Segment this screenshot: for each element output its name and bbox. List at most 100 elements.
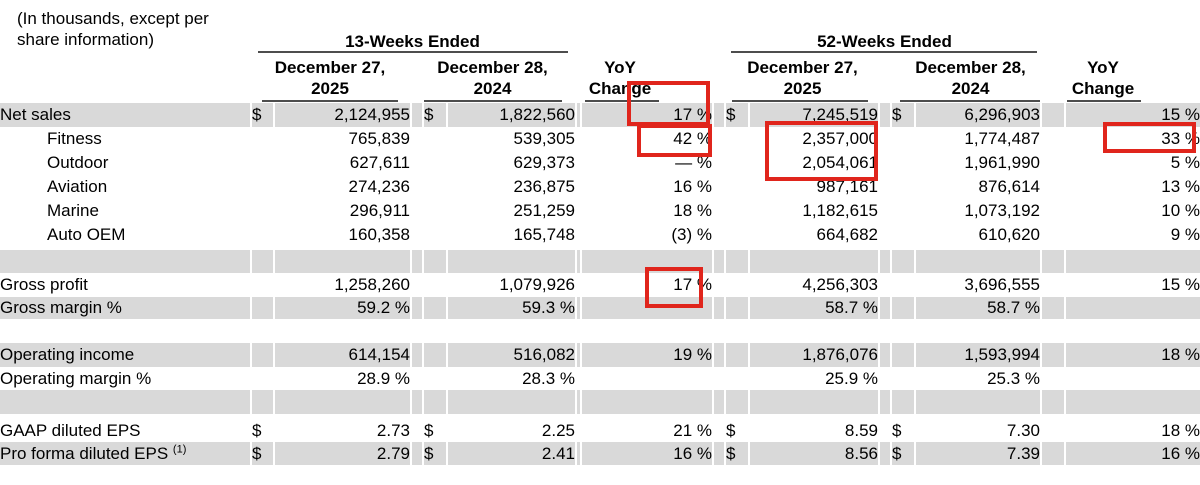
- net-sales-gap-cell: [410, 103, 422, 127]
- row-blank-gray-2: [0, 390, 1200, 414]
- fitness-dollar-sign-52wk-2025: [724, 127, 748, 151]
- pro-forma-diluted-eps-dollar-sign-13wk-2025: $: [250, 442, 273, 465]
- outdoor-dollar-sign-13wk-2024: [422, 151, 446, 175]
- fitness-gap-cell: [878, 127, 890, 151]
- marine-gap-cell: [410, 199, 422, 223]
- operating-income-value-13wk-yoy: 19 %: [580, 343, 712, 367]
- operating-income-value-13wk-2024: 516,082: [446, 343, 575, 367]
- pro-forma-diluted-eps-value-13wk-2025: 2.79: [273, 442, 410, 465]
- blank-gray-2-value-13wk-yoy: [580, 390, 712, 414]
- blank-gray-2-value-13wk-2025: [273, 390, 410, 414]
- auto-oem-gap-cell: [712, 223, 724, 247]
- pro-forma-diluted-eps-gap-cell: [575, 442, 580, 465]
- operating-margin-dollar-sign-52wk-2025: [724, 367, 748, 390]
- operating-income-gap-cell: [575, 343, 580, 367]
- blank-gray-1-value-52wk-yoy: [1064, 250, 1200, 273]
- fitness-value-52wk-yoy: 33 %: [1161, 129, 1200, 148]
- row-blank-gray-1: [0, 250, 1200, 273]
- net-sales-value-52wk-2025: 7,245,519: [748, 103, 878, 127]
- marine-dollar-sign-52wk-2024: [890, 199, 914, 223]
- gaap-diluted-eps-value-13wk-2024: 2.25: [541, 420, 575, 440]
- operating-income-dollar-sign-13wk-2025: [250, 343, 273, 367]
- operating-income-dollar-sign-52wk-2025: [724, 343, 748, 367]
- gross-margin-dollar-sign-52wk-2024: [890, 297, 914, 319]
- aviation-gap-cell: [410, 175, 422, 199]
- pro-forma-diluted-eps-gap-cell: [1040, 442, 1064, 465]
- aviation-value-13wk-yoy: 16 %: [673, 177, 712, 196]
- auto-oem-value-52wk-yoy: 9 %: [1170, 225, 1200, 244]
- gross-margin-value-52wk-2025: 58.7 %: [748, 297, 878, 319]
- auto-oem-dollar-sign-13wk-2024: [422, 223, 446, 247]
- gaap-diluted-eps-gap-cell: [410, 419, 422, 442]
- marine-gap-cell: [712, 199, 724, 223]
- blank-gray-2-row-label: [0, 390, 250, 414]
- blank-gray-2-gap-cell: [712, 390, 724, 414]
- auto-oem-row-label: Auto OEM: [47, 225, 126, 244]
- operating-margin-gap-cell: [712, 367, 724, 390]
- operating-margin-value-13wk-2025: 28.9 %: [357, 368, 410, 388]
- gross-profit-dollar-sign-52wk-2024: [890, 273, 914, 297]
- blank-white-1-gap-cell: [1040, 319, 1064, 343]
- blank-gray-1-value-13wk-yoy: [580, 250, 712, 273]
- blank-gray-1-gap-cell: [878, 250, 890, 273]
- auto-oem-value-52wk-2025: 664,682: [816, 225, 878, 244]
- row-gross-margin: Gross margin % 59.2 % 59.3 % 58.7 % 58.7 %: [0, 297, 1200, 319]
- blank-gray-1-gap-cell: [575, 250, 580, 273]
- row-fitness: Fitness 765,839 539,305 42 % 2,357,000 1,774,…: [0, 127, 1200, 151]
- pro-forma-diluted-eps-value-52wk-2025: 8.56: [748, 442, 878, 465]
- aviation-value-52wk-yoy: 13 %: [1161, 177, 1200, 196]
- blank-white-1-gap-cell: [410, 319, 422, 343]
- gaap-diluted-eps-value-13wk-2025: 2.73: [376, 420, 410, 440]
- aviation-gap-cell: [712, 175, 724, 199]
- marine-dollar-sign-13wk-2025: [250, 199, 273, 223]
- net-sales-value-13wk-2024: 1,822,560: [446, 103, 575, 127]
- blank-gray-1-dollar-sign-52wk-2025: [724, 250, 748, 273]
- operating-margin-value-13wk-2024: 28.3 %: [522, 368, 575, 388]
- blank-gray-1-row-label: [0, 250, 250, 273]
- net-sales-dollar-sign-52wk-2024: $: [890, 103, 914, 127]
- group-underline-13wk: [258, 51, 568, 53]
- net-sales-value-52wk-yoy: 15 %: [1064, 103, 1200, 127]
- row-operating-income: Operating income 614,154 516,082 19 % 1,876,…: [0, 343, 1200, 367]
- aviation-value-52wk-2025: 987,161: [816, 177, 878, 196]
- operating-margin-value-52wk-yoy: [1064, 367, 1200, 390]
- column-underline-13wk-yoy: [585, 100, 659, 102]
- blank-gray-2-dollar-sign-13wk-2024: [422, 390, 446, 414]
- column-header-13wk-yoy-change: YoY Change: [588, 58, 652, 98]
- column-underline-52wk-yoy: [1067, 100, 1141, 102]
- marine-value-52wk-2025: 1,182,615: [802, 201, 878, 220]
- operating-margin-dollar-sign-13wk-2025: [250, 367, 273, 390]
- auto-oem-value-13wk-2024: 165,748: [513, 225, 575, 244]
- gross-margin-dollar-sign-13wk-2024: [422, 297, 446, 319]
- gaap-diluted-eps-value-52wk-2025: 8.59: [844, 420, 878, 440]
- fitness-dollar-sign-13wk-2025: [250, 127, 273, 151]
- blank-white-1-value-13wk-2025: [273, 319, 410, 343]
- fitness-dollar-sign-52wk-2024: [890, 127, 914, 151]
- gross-margin-value-13wk-2024: 59.3 %: [446, 297, 575, 319]
- blank-gray-1-dollar-sign-13wk-2025: [250, 250, 273, 273]
- net-sales-gap-cell: [1040, 103, 1064, 127]
- gross-margin-gap-cell: [1040, 297, 1064, 319]
- auto-oem-gap-cell: [878, 223, 890, 247]
- blank-gray-2-gap-cell: [410, 390, 422, 414]
- operating-income-dollar-sign-13wk-2024: [422, 343, 446, 367]
- gross-profit-dollar-sign-52wk-2025: [724, 273, 748, 297]
- group-underline-52wk: [731, 51, 1037, 53]
- aviation-gap-cell: [878, 175, 890, 199]
- gross-margin-gap-cell: [410, 297, 422, 319]
- gross-margin-gap-cell: [575, 297, 580, 319]
- gross-profit-value-13wk-yoy: 17 %: [673, 275, 712, 294]
- gross-margin-gap-cell: [878, 297, 890, 319]
- fitness-gap-cell: [712, 127, 724, 151]
- gaap-diluted-eps-dollar-sign-13wk-2025: $: [252, 420, 262, 440]
- auto-oem-dollar-sign-13wk-2025: [250, 223, 273, 247]
- column-underline-52wk-2025: [732, 100, 868, 102]
- outdoor-gap-cell: [410, 151, 422, 175]
- operating-margin-value-52wk-2024: 25.3 %: [987, 368, 1040, 388]
- gaap-diluted-eps-row-label: GAAP diluted EPS: [0, 420, 141, 440]
- blank-gray-1-gap-cell: [1040, 250, 1064, 273]
- net-sales-value-13wk-yoy: 17 %: [580, 103, 712, 127]
- auto-oem-value-52wk-2024: 610,620: [978, 225, 1040, 244]
- net-sales-gap-cell: [712, 103, 724, 127]
